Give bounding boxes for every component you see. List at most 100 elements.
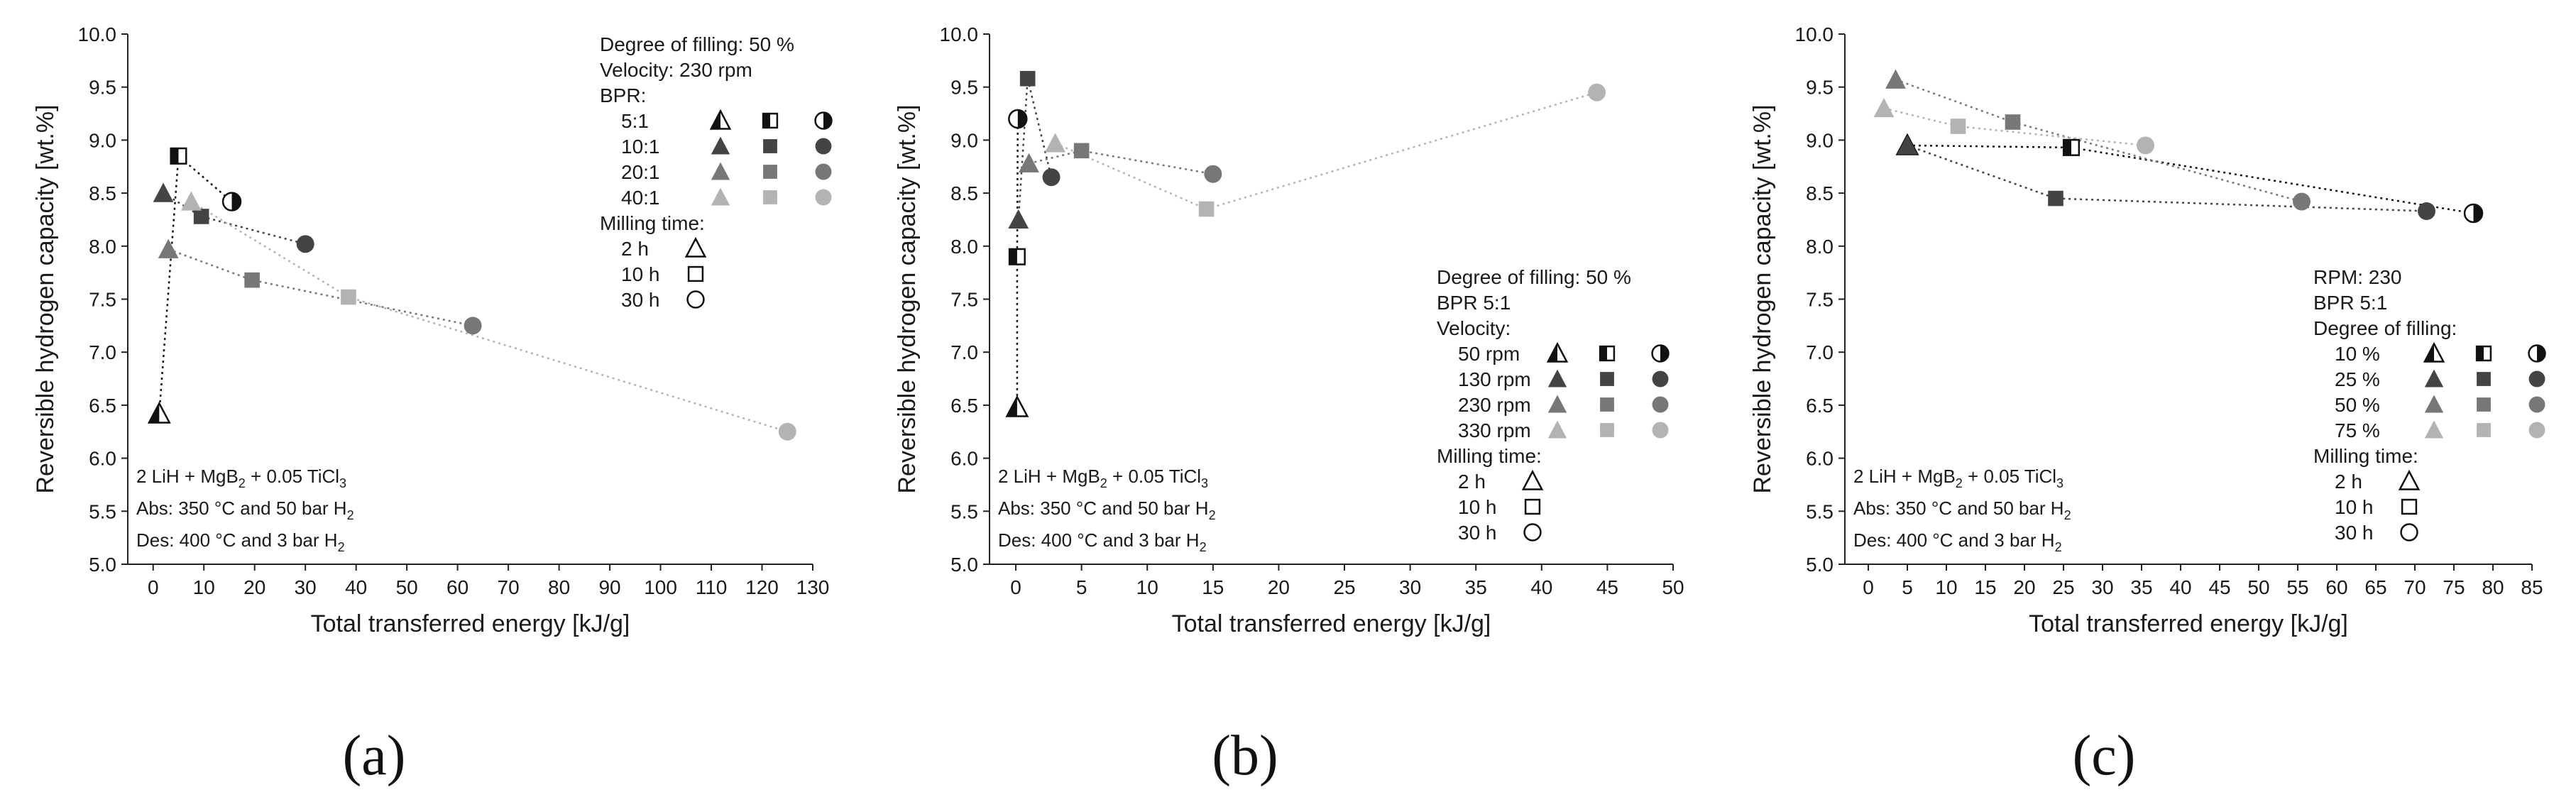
panel-c-x-tick-label: 5 <box>1902 576 1913 598</box>
panel-c-data-point-2-2 <box>2293 192 2311 211</box>
panel-b-data-point-0-2 <box>1008 109 1028 129</box>
panel-c-legend-row-label: 50 % <box>2335 394 2380 416</box>
panel-a-legend-milling-symbol-0 <box>684 236 707 258</box>
panel-a-x-tick-label: 40 <box>345 576 367 598</box>
panel-c-legend-row-label: 10 % <box>2335 343 2380 365</box>
panel-c-y-tick-label: 7.0 <box>1806 341 1834 363</box>
panel-c-legend-symbol-0-2-fill <box>2537 345 2545 362</box>
panel-c-x-tick-label: 85 <box>2521 576 2543 598</box>
panel-b-data-point-0-2-fill <box>1017 110 1027 128</box>
panel-a-legend-milling-label: 10 h <box>621 263 660 285</box>
panel-c-annotation-line1: 2 LiH + MgB2 + 0.05 TiCl3 <box>1853 466 2063 490</box>
panel-b-annotation-line1-mid: + 0.05 TiCl <box>1107 466 1201 487</box>
panel-c-x-tick-label: 60 <box>2325 576 2347 598</box>
panel-a-data-point-1-1 <box>193 209 209 224</box>
chart-panel-a: 5.0 5.5 6.0 6.5 7.0 7.5 8.0 8.5 9.0 9.5 10.0 0 10 20 3… <box>32 23 833 637</box>
panel-b-x-tick-label: 45 <box>1596 576 1618 598</box>
caption-a: (a) <box>342 725 406 787</box>
panel-a-legend-milling-symbol-1 <box>687 265 704 282</box>
panel-b-legend-milling-label: 10 h <box>1458 496 1497 518</box>
panel-a-legend-symbol-0-2 <box>814 111 833 130</box>
panel-c-legend-milling-title: Milling time: <box>2313 445 2418 467</box>
panel-c-x-tick-label: 10 <box>1935 576 1957 598</box>
figure-panel-a: 5.0 5.5 6.0 6.5 7.0 7.5 8.0 8.5 9.0 9.5 10.0 0 10 20 3… <box>0 0 858 802</box>
panel-a-x-tick-label: 50 <box>396 576 418 598</box>
panel-a-x-axis-label: Total transferred energy [kJ/g] <box>311 610 630 637</box>
panel-b-y-tick-label: 6.0 <box>950 448 978 470</box>
panel-c-x-tick-label: 75 <box>2443 576 2465 598</box>
panel-c-y-tick-label: 8.0 <box>1806 236 1834 258</box>
panel-c-y-tick-label: 5.5 <box>1806 500 1834 522</box>
panel-b-x-tick-label: 0 <box>1010 576 1021 598</box>
panel-b-y-tick-label: 5.5 <box>950 500 978 522</box>
panel-a-data-point-3-0 <box>180 191 202 211</box>
panel-c-legend-header: BPR 5:1 <box>2313 292 2387 314</box>
panel-b-legend-row-label: 330 rpm <box>1458 419 1531 441</box>
panel-b-legend-symbol-0-2 <box>1651 344 1670 363</box>
panel-c-y-tick-label: 9.5 <box>1806 77 1834 99</box>
panel-b-x-tick-label: 35 <box>1465 576 1487 598</box>
panel-b-y-tick-label: 9.0 <box>950 129 978 151</box>
panel-b-x-axis-label: Total transferred energy [kJ/g] <box>1172 610 1491 637</box>
panel-b-legend-symbol-1-1 <box>1600 372 1614 386</box>
panel-c-data-point-3-0 <box>1873 97 1895 118</box>
panel-a-x-tick-label: 80 <box>548 576 570 598</box>
panel-c-x-tick-label: 65 <box>2364 576 2386 598</box>
panel-b-y-tick-label: 7.0 <box>950 341 978 363</box>
panel-b-data-point-1-0 <box>1008 209 1029 229</box>
panel-a-y-tick-label: 5.0 <box>89 554 116 576</box>
panel-b-legend-row-label: 230 rpm <box>1458 394 1531 416</box>
panel-b-data-point-2-0 <box>1019 153 1039 172</box>
panel-a-legend-symbol-2-1 <box>763 165 777 179</box>
panel-a-legend-row-label: 40:1 <box>621 187 660 209</box>
panel-b-data-point-0-1 <box>1008 248 1026 265</box>
panel-b-data-point-1-1 <box>1019 70 1036 87</box>
panel-c-x-axis-label: Total transferred energy [kJ/g] <box>2029 610 2348 637</box>
panel-a-data-point-1-0 <box>153 182 174 202</box>
panel-a-data-point-0-1 <box>170 147 187 165</box>
panel-a-legend-symbol-0-0-fill <box>711 111 720 129</box>
panel-c-legend-symbol-1-0 <box>2424 369 2444 388</box>
panel-b-legend-symbol-2-0 <box>1547 395 1567 413</box>
panel-c-legend-milling-label: 2 h <box>2335 471 2362 493</box>
panel-a-annotation-line1-sub2: 3 <box>339 476 346 490</box>
panel-b-annotation-line3: Des: 400 °C and 3 bar H2 <box>998 529 1207 554</box>
panel-c-legend-symbol-2-2 <box>2528 396 2545 413</box>
panel-b-x-tick-label: 50 <box>1662 576 1684 598</box>
chart-panel-b: 5.0 5.5 6.0 6.5 7.0 7.5 8.0 8.5 9.0 9.5 10.0 0 5 10 15… <box>894 23 1684 637</box>
panel-a-legend-header: Degree of filling: 50 % <box>600 33 794 55</box>
panel-c-legend-milling-symbol-2 <box>2400 523 2418 542</box>
panel-a-annotation-line1-sub: 2 <box>239 476 246 490</box>
panel-b-x-tick-label: 20 <box>1268 576 1290 598</box>
panel-c-y-tick-label: 6.5 <box>1806 395 1834 417</box>
panel-c-y-tick-label: 6.0 <box>1806 448 1834 470</box>
panel-b-annotation-line1-sub2: 3 <box>1201 476 1208 490</box>
panel-b-annotation-line1: 2 LiH + MgB2 + 0.05 TiCl3 <box>998 466 1208 490</box>
figure-panel-b: 5.0 5.5 6.0 6.5 7.0 7.5 8.0 8.5 9.0 9.5 10.0 0 5 10 15… <box>858 0 1717 802</box>
panel-b-annotation-line3-sub: 2 <box>1200 540 1207 554</box>
panel-c-legend-symbol-1-1 <box>2477 372 2491 386</box>
panel-c-x-tick-label: 30 <box>2091 576 2113 598</box>
panel-c-data-point-1-0 <box>1897 135 1918 155</box>
panel-a-legend-symbol-0-1 <box>762 112 779 129</box>
panel-a-data-point-0-0-fill <box>148 403 160 423</box>
panel-b-y-tick-label: 6.5 <box>950 395 978 417</box>
panel-a-y-tick-label: 8.5 <box>89 182 116 204</box>
panel-c-data-point-1-1 <box>2048 190 2063 207</box>
panel-c-legend-symbol-0-2 <box>2528 344 2546 363</box>
panel-c-data-point-0-2 <box>2463 203 2484 224</box>
panel-b-data-point-1-2 <box>1042 168 1060 187</box>
panel-b-x-tick-label: 30 <box>1399 576 1421 598</box>
panel-a-series-line-2 <box>168 248 473 327</box>
panel-b-annotation-line1-text: 2 LiH + MgB <box>998 466 1100 487</box>
panel-c-y-tick-label: 9.0 <box>1806 129 1834 151</box>
panel-b-data-point-0-0-fill <box>1007 397 1017 417</box>
panel-b-x-tick-label: 25 <box>1333 576 1355 598</box>
panel-a-legend-symbol-1-1 <box>763 139 777 153</box>
panel-a-data-point-3-2 <box>778 422 796 441</box>
panel-c-x-tick-label: 50 <box>2247 576 2269 598</box>
panel-c-data-point-0-1-fill <box>2063 140 2071 155</box>
panel-b-legend-milling-title: Milling time: <box>1437 445 1542 467</box>
panel-c-y-axis-label: Reversible hydrogen capacity [wt.%] <box>1749 104 1776 493</box>
panel-a-data-point-2-2 <box>464 317 482 335</box>
